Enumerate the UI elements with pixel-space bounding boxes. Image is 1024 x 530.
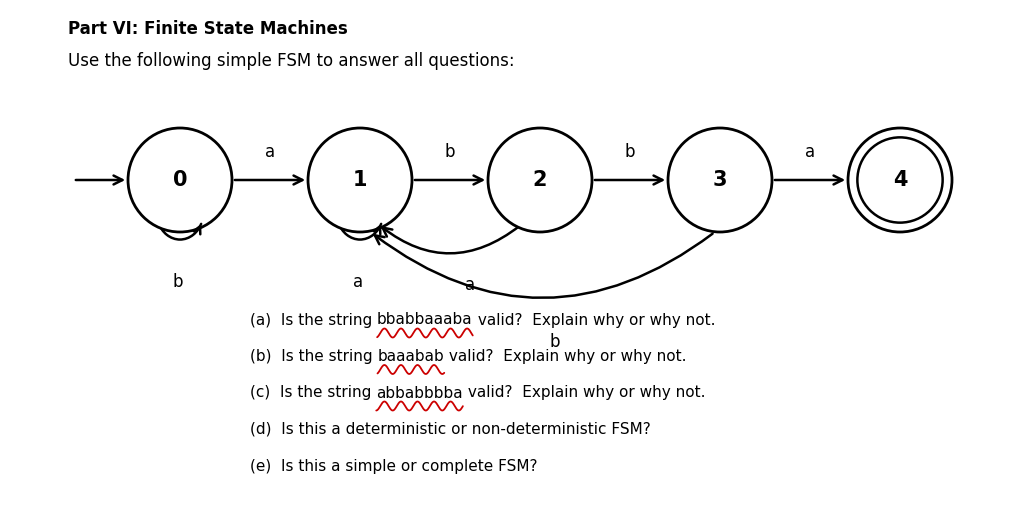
Text: a: a	[805, 143, 815, 161]
Text: a: a	[265, 143, 275, 161]
Text: 4: 4	[893, 170, 907, 190]
Text: (c)  Is the string: (c) Is the string	[250, 385, 376, 401]
FancyArrowPatch shape	[375, 234, 713, 298]
Text: (e)  Is this a simple or complete FSM?: (e) Is this a simple or complete FSM?	[250, 458, 538, 473]
Text: b: b	[444, 143, 456, 161]
Text: valid?  Explain why or why not.: valid? Explain why or why not.	[463, 385, 706, 401]
Text: valid?  Explain why or why not.: valid? Explain why or why not.	[473, 313, 715, 328]
Text: valid?  Explain why or why not.: valid? Explain why or why not.	[444, 349, 687, 364]
Text: abbabbbba: abbabbbba	[376, 385, 463, 401]
Text: Use the following simple FSM to answer all questions:: Use the following simple FSM to answer a…	[68, 52, 515, 70]
Circle shape	[488, 128, 592, 232]
Circle shape	[308, 128, 412, 232]
Text: baaabab: baaabab	[378, 349, 444, 364]
Circle shape	[848, 128, 952, 232]
Text: 2: 2	[532, 170, 547, 190]
Text: 1: 1	[352, 170, 368, 190]
Text: bbabbaaaba: bbabbaaaba	[377, 313, 473, 328]
Text: (a)  Is the string: (a) Is the string	[250, 313, 377, 328]
Text: (b)  Is the string: (b) Is the string	[250, 349, 378, 364]
Text: (d)  Is this a deterministic or non-deterministic FSM?: (d) Is this a deterministic or non-deter…	[250, 422, 650, 437]
Text: 3: 3	[713, 170, 727, 190]
FancyArrowPatch shape	[383, 226, 519, 253]
Text: 0: 0	[173, 170, 187, 190]
Text: Part VI: Finite State Machines: Part VI: Finite State Machines	[68, 20, 348, 38]
Text: a: a	[465, 276, 475, 294]
Text: a: a	[353, 273, 364, 291]
Text: b: b	[173, 273, 183, 291]
Text: b: b	[625, 143, 635, 161]
Text: b: b	[550, 333, 560, 351]
Circle shape	[128, 128, 232, 232]
Circle shape	[668, 128, 772, 232]
